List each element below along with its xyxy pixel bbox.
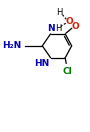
Text: H: H [57,8,63,17]
Text: O: O [71,22,79,31]
Text: H₂N: H₂N [2,41,21,50]
Text: N: N [47,24,54,33]
Text: H: H [55,24,61,33]
Text: O: O [65,17,73,26]
Text: Cl: Cl [62,67,72,76]
Text: HN: HN [34,59,50,68]
